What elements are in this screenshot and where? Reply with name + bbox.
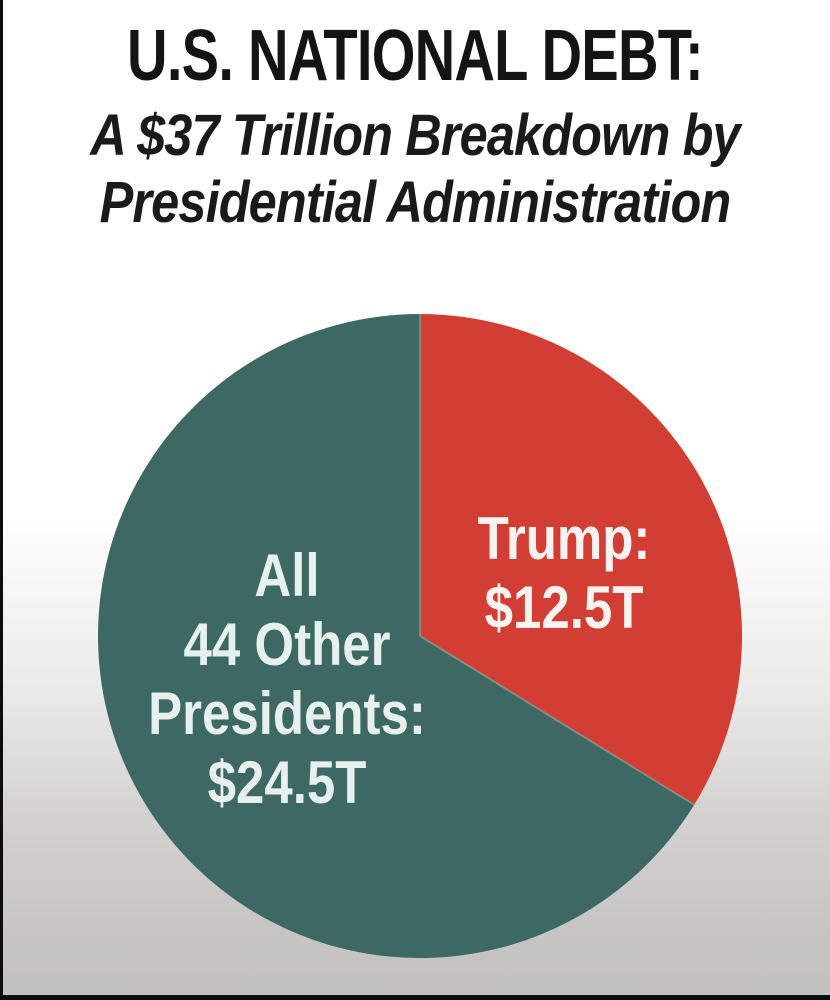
trump-slice-label-line2: $12.5T: [484, 574, 644, 641]
trump-slice-label: Trump: $12.5T: [478, 504, 651, 642]
others-slice-label-line1: All: [254, 542, 320, 609]
chart-subtitle: A $37 Trillion Breakdown by Presidential…: [0, 102, 830, 236]
pie-slice-trump: [420, 314, 742, 805]
slice-divider-lower-right: [419, 635, 695, 806]
pie-chart: [98, 314, 742, 958]
frame-border-left: [0, 0, 3, 1000]
chart-subtitle-line2: Presidential Administration: [99, 170, 732, 235]
header: U.S. NATIONAL DEBT: A $37 Trillion Break…: [0, 0, 830, 236]
others-slice-label-line4: $24.5T: [207, 749, 367, 816]
others-slice-label: All 44 Other Presidents: $24.5T: [148, 541, 426, 817]
chart-subtitle-line1: A $37 Trillion Breakdown by: [90, 103, 740, 168]
others-slice-label-line2: 44 Other: [183, 611, 391, 678]
chart-title: U.S. NATIONAL DEBT:: [127, 16, 704, 96]
trump-slice-label-line1: Trump:: [477, 505, 651, 572]
others-slice-label-line3: Presidents:: [148, 680, 426, 747]
frame-border-bottom: [0, 995, 830, 1000]
pie-slice-others: [98, 314, 695, 958]
